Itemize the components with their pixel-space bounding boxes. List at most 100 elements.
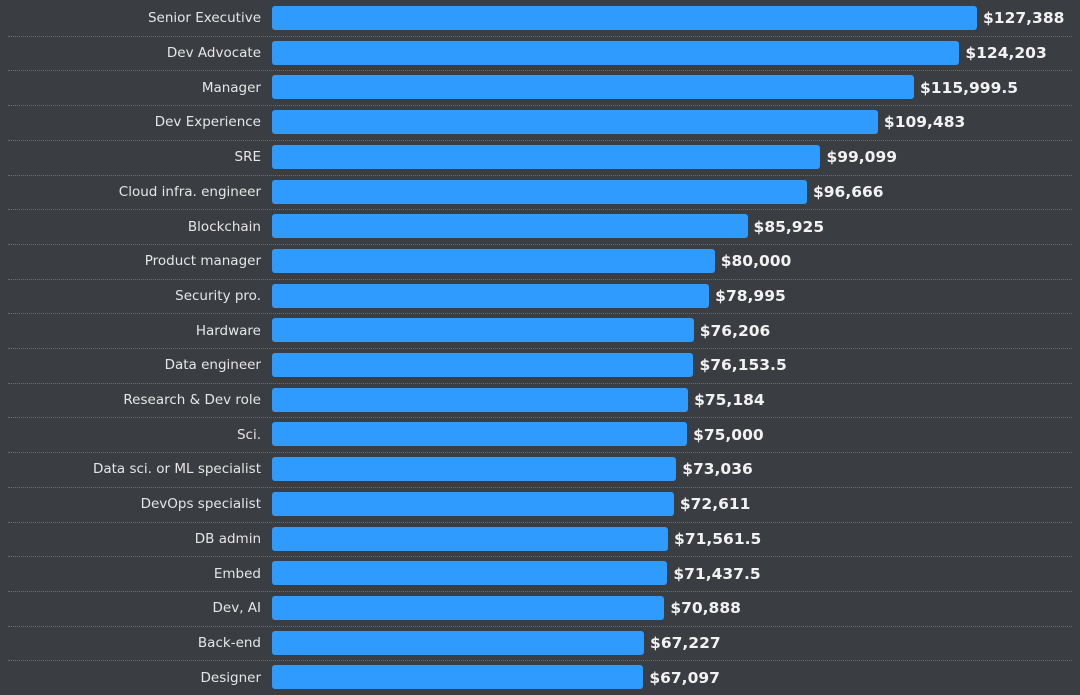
bar-row: Cloud infra. engineer $96,666 xyxy=(0,175,1080,210)
bar xyxy=(272,75,914,100)
category-label: Manager xyxy=(201,79,261,96)
category-label: Dev Advocate xyxy=(166,45,261,62)
category-label: Back-end xyxy=(197,634,261,651)
value-label: $73,036 xyxy=(682,460,753,479)
value-label: $127,388 xyxy=(983,9,1065,28)
bar-row: Designer $67,097 xyxy=(0,660,1080,695)
category-label: Security pro. xyxy=(175,287,261,304)
bar xyxy=(272,318,694,343)
category-label: Cloud infra. engineer xyxy=(118,183,261,200)
row-divider xyxy=(8,313,1072,315)
category-label: Senior Executive xyxy=(147,10,261,27)
bar xyxy=(272,665,644,690)
value-label: $78,995 xyxy=(715,286,786,305)
row-divider xyxy=(8,70,1072,72)
value-label: $80,000 xyxy=(720,252,792,271)
row-divider xyxy=(8,243,1072,245)
bar xyxy=(272,457,677,482)
bar-row: DevOps specialist $72,611 xyxy=(0,487,1080,522)
row-divider xyxy=(8,209,1072,211)
row-divider xyxy=(8,556,1072,558)
value-label: $67,097 xyxy=(649,668,720,687)
bar-row: Hardware $76,206 xyxy=(0,313,1080,348)
value-label: $99,099 xyxy=(826,148,898,167)
row-divider xyxy=(8,417,1072,419)
bar-row: SRE $99,099 xyxy=(0,140,1080,175)
bar-row: Product manager $80,000 xyxy=(0,244,1080,279)
bar xyxy=(272,6,977,30)
bar xyxy=(272,491,674,516)
bar xyxy=(272,353,694,377)
bar-row: Sci. $75,000 xyxy=(0,417,1080,452)
bar xyxy=(272,387,689,412)
value-label: $70,888 xyxy=(670,599,741,618)
bar-row: Senior Executive $127,388 xyxy=(0,1,1080,36)
category-label: Data sci. or ML specialist xyxy=(92,461,261,478)
bar-row: Embed $71,437.5 xyxy=(0,556,1080,591)
row-divider xyxy=(8,35,1072,37)
row-divider xyxy=(8,660,1072,662)
bar xyxy=(272,248,715,273)
bar xyxy=(272,630,645,655)
bar xyxy=(272,283,710,308)
bar-row: Security pro. $78,995 xyxy=(0,279,1080,314)
row-divider xyxy=(8,452,1072,454)
bar-row: Blockchain $85,925 xyxy=(0,209,1080,244)
bar xyxy=(272,422,688,447)
value-label: $124,203 xyxy=(965,44,1047,63)
bar-row: Dev Advocate $124,203 xyxy=(0,36,1080,71)
row-divider xyxy=(8,521,1072,523)
category-label: Dev Experience xyxy=(154,114,261,131)
row-divider xyxy=(8,590,1072,592)
row-divider xyxy=(8,139,1072,141)
category-label: Hardware xyxy=(195,322,261,339)
bar-row: Manager $115,999.5 xyxy=(0,70,1080,105)
value-label: $109,483 xyxy=(883,113,966,132)
bar xyxy=(272,144,821,169)
category-label: DB admin xyxy=(194,530,261,547)
row-divider xyxy=(8,348,1072,349)
bar xyxy=(272,214,748,239)
value-label: $76,206 xyxy=(699,321,771,340)
bar-row: DB admin $71,561.5 xyxy=(0,522,1080,557)
category-label: Data engineer xyxy=(164,357,261,374)
value-label: $85,925 xyxy=(753,217,825,236)
value-label: $75,184 xyxy=(694,391,765,410)
bar xyxy=(272,40,960,65)
bar-row: Dev Experience $109,483 xyxy=(0,105,1080,140)
category-label: Research & Dev role xyxy=(123,392,261,409)
bar xyxy=(272,595,665,620)
bar-row: Data sci. or ML specialist $73,036 xyxy=(0,452,1080,487)
bar xyxy=(272,526,669,551)
bar-row: Back-end $67,227 xyxy=(0,626,1080,661)
category-label: DevOps specialist xyxy=(140,496,261,513)
value-label: $75,000 xyxy=(693,425,764,444)
value-label: $67,227 xyxy=(650,633,721,652)
value-label: $96,666 xyxy=(812,182,884,201)
row-divider xyxy=(8,625,1072,627)
bar-row: Research & Dev role $75,184 xyxy=(0,383,1080,418)
value-label: $115,999.5 xyxy=(919,78,1019,97)
value-label: $71,437.5 xyxy=(673,564,761,583)
row-divider xyxy=(8,174,1072,176)
row-divider xyxy=(8,278,1072,280)
bar-row: Dev, AI $70,888 xyxy=(0,591,1080,626)
value-label: $72,611 xyxy=(679,495,751,514)
category-label: Dev, AI xyxy=(212,600,262,617)
row-divider xyxy=(8,486,1072,488)
bar xyxy=(272,110,878,135)
category-label: Blockchain xyxy=(187,218,261,235)
bar xyxy=(272,561,668,586)
category-label: SRE xyxy=(234,149,261,166)
bar xyxy=(272,179,807,204)
bar-row: Data engineer $76,153.5 xyxy=(0,348,1080,383)
row-divider xyxy=(8,382,1072,384)
category-label: Embed xyxy=(213,565,261,582)
category-label: Sci. xyxy=(236,426,261,443)
value-label: $71,561.5 xyxy=(674,529,762,548)
category-label: Designer xyxy=(200,669,261,686)
row-divider xyxy=(8,105,1072,107)
category-label: Product manager xyxy=(144,253,261,270)
value-label: $76,153.5 xyxy=(699,356,787,375)
